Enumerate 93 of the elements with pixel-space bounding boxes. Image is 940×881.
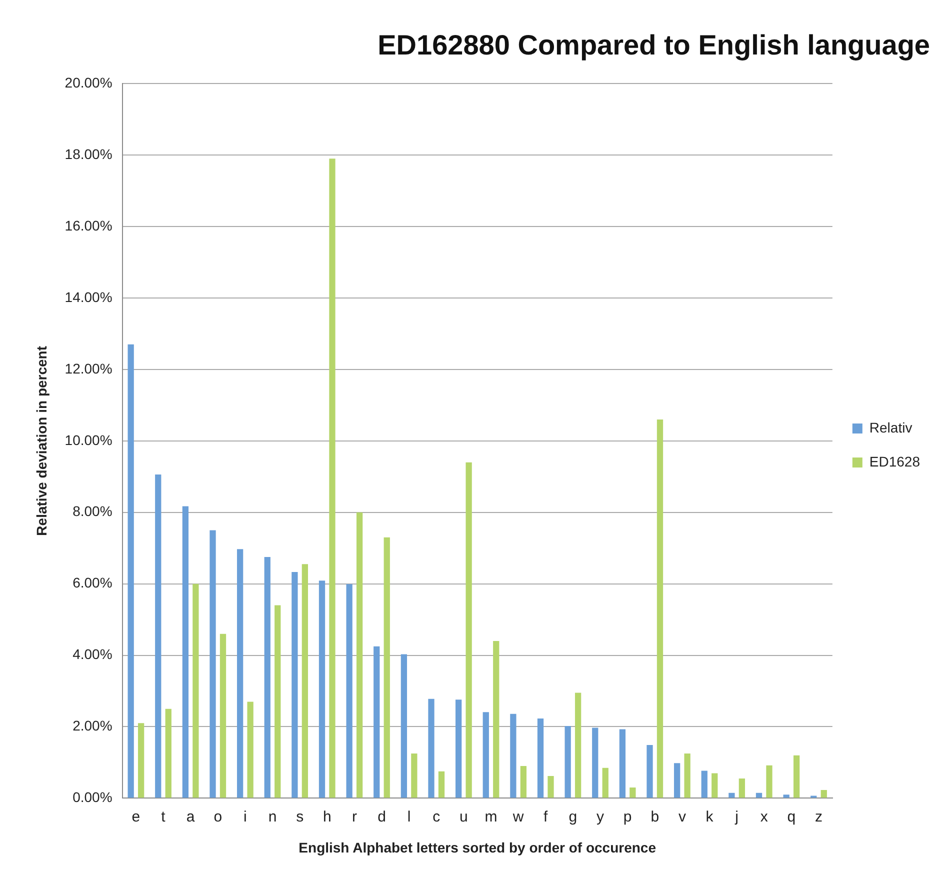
bar: [592, 728, 598, 798]
x-tick-label: w: [512, 808, 524, 826]
x-tick-label: z: [815, 808, 822, 826]
x-tick-label: y: [596, 808, 604, 826]
bar: [602, 768, 608, 798]
bar: [165, 708, 172, 798]
bar: [619, 729, 626, 798]
bar: [128, 344, 134, 798]
bar: [220, 634, 226, 798]
bar: [329, 158, 336, 798]
y-tick-label: 14.00%: [64, 288, 112, 305]
bar: [374, 646, 380, 798]
y-tick-label: 4.00%: [72, 646, 112, 662]
bar: [674, 763, 680, 798]
bar: [712, 773, 718, 798]
bar: [138, 723, 144, 798]
bar: [630, 787, 636, 798]
bar: [820, 790, 827, 798]
bar: [793, 755, 800, 798]
x-tick-label: u: [460, 808, 468, 826]
y-tick-label: 2.00%: [72, 718, 112, 734]
bar: [537, 718, 544, 798]
x-tick-label: o: [214, 808, 222, 826]
bar: [182, 506, 189, 798]
bar: [466, 462, 472, 798]
bar: [384, 537, 390, 798]
legend-label: ED1628: [869, 453, 920, 470]
y-tick-label: 6.00%: [72, 574, 112, 591]
bar: [192, 584, 199, 798]
bar: [756, 792, 762, 798]
bar: [302, 564, 308, 798]
x-tick-label: q: [787, 808, 796, 826]
x-tick-label: h: [322, 808, 332, 826]
x-tick-label: j: [734, 808, 738, 826]
x-tick-label: l: [407, 808, 411, 826]
bar: [548, 776, 554, 798]
x-tick-label: m: [484, 808, 498, 826]
x-tick-label: d: [378, 808, 386, 826]
x-tick-label: f: [544, 808, 549, 826]
x-tick-label: n: [268, 808, 277, 826]
x-tick-label: s: [296, 808, 304, 826]
y-tick-label: 12.00%: [64, 360, 112, 376]
x-axis-title: English Alphabet letters sorted by order of occurence: [298, 839, 656, 856]
x-tick-label: k: [706, 808, 714, 826]
x-tick-label: i: [244, 808, 247, 826]
bar: [455, 700, 462, 798]
x-tick-label: p: [623, 808, 632, 826]
bar: [684, 754, 690, 798]
y-tick-label: 0.00%: [72, 789, 112, 806]
bar: [656, 419, 664, 798]
bar: [438, 771, 445, 798]
x-tick-label: a: [186, 808, 196, 826]
bar: [766, 765, 772, 798]
x-tick-label: t: [161, 808, 166, 826]
y-tick-label: 16.00%: [64, 217, 112, 234]
chart-title: ED162880 Compared to English language: [378, 30, 930, 61]
x-tick-label: b: [650, 808, 660, 826]
y-tick-label: 10.00%: [64, 432, 112, 448]
bar: [574, 692, 582, 798]
bar: [564, 726, 571, 798]
x-tick-label: c: [432, 808, 441, 826]
bar: [236, 549, 244, 798]
bar: [520, 766, 527, 798]
bar: [247, 702, 254, 798]
bar: [264, 557, 270, 798]
x-tick-label: r: [352, 808, 357, 826]
x-tick-label: v: [678, 808, 686, 826]
bar: [346, 584, 352, 798]
bar: [274, 605, 281, 798]
y-axis-title: Relative deviation in percent: [33, 346, 50, 536]
legend-label: Relativ: [869, 419, 912, 436]
bar: [482, 712, 489, 798]
y-tick-label: 18.00%: [64, 146, 112, 162]
bar: [493, 640, 500, 798]
bar: [783, 794, 790, 798]
bar: [738, 778, 746, 798]
x-tick-label: x: [760, 808, 768, 826]
x-tick-label: g: [568, 808, 578, 826]
bar: [318, 580, 326, 798]
bar: [428, 698, 434, 798]
bar: [728, 792, 735, 798]
bar: [646, 744, 653, 798]
x-tick-label: e: [132, 808, 140, 826]
bar: [155, 474, 162, 798]
y-tick-label: 20.00%: [64, 74, 112, 90]
bar: [210, 530, 216, 798]
bar: [292, 572, 298, 798]
bar: [510, 714, 516, 798]
bar: [701, 770, 708, 798]
y-tick-label: 8.00%: [72, 503, 112, 520]
bar: [411, 754, 418, 798]
bar: [356, 512, 363, 798]
bar: [400, 654, 408, 798]
